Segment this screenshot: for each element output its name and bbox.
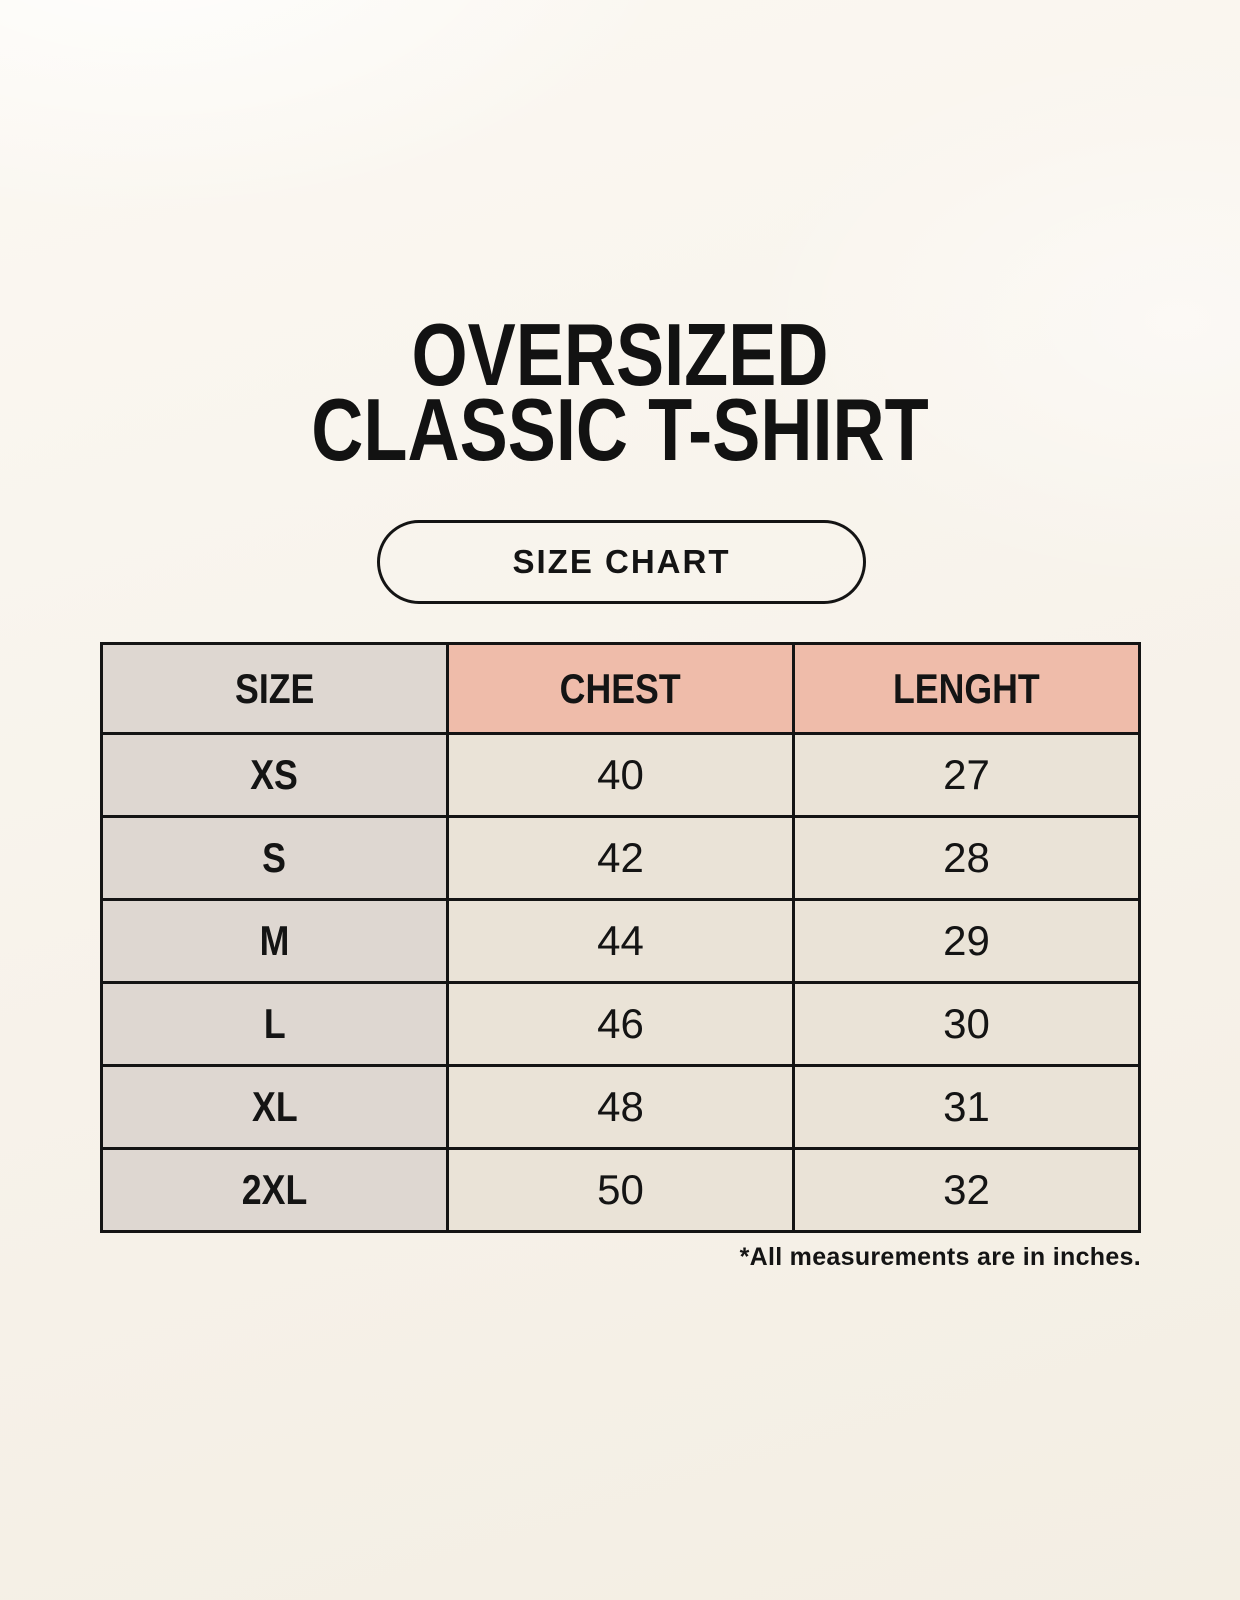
cell-chest: 44 bbox=[446, 898, 795, 984]
length-value: 31 bbox=[943, 1083, 990, 1130]
cell-size: L bbox=[100, 981, 449, 1067]
length-value: 29 bbox=[943, 917, 990, 964]
cell-chest: 46 bbox=[446, 981, 795, 1067]
chest-value: 40 bbox=[597, 751, 644, 798]
header-cell-size: SIZE bbox=[100, 642, 449, 735]
chest-value: 48 bbox=[597, 1083, 644, 1130]
cell-size: 2XL bbox=[100, 1147, 449, 1233]
chest-value: 42 bbox=[597, 834, 644, 881]
length-value: 27 bbox=[943, 751, 990, 798]
cell-size: XL bbox=[100, 1064, 449, 1150]
cell-chest: 40 bbox=[446, 732, 795, 818]
size-value: S bbox=[262, 834, 287, 881]
size-chart-table: SIZE CHEST LENGHT XS 40 27 S 42 28 bbox=[100, 642, 1141, 1233]
cell-chest: 42 bbox=[446, 815, 795, 901]
cell-size: XS bbox=[100, 732, 449, 818]
size-value: M bbox=[259, 917, 290, 964]
chest-value: 50 bbox=[597, 1166, 644, 1213]
cell-length: 27 bbox=[792, 732, 1141, 818]
table-header-row: SIZE CHEST LENGHT bbox=[100, 642, 1141, 735]
chest-value: 46 bbox=[597, 1000, 644, 1047]
cell-length: 31 bbox=[792, 1064, 1141, 1150]
cell-chest: 48 bbox=[446, 1064, 795, 1150]
table-row: L 46 30 bbox=[100, 981, 1141, 1067]
header-cell-chest: CHEST bbox=[446, 642, 795, 735]
size-value: XS bbox=[250, 751, 299, 798]
size-chart-badge-label: SIZE CHART bbox=[512, 543, 731, 580]
header-cell-length: LENGHT bbox=[792, 642, 1141, 735]
size-value: L bbox=[263, 1000, 286, 1047]
product-title: OVERSIZED CLASSIC T-SHIRT bbox=[0, 305, 1240, 479]
product-title-line-1: OVERSIZED bbox=[411, 305, 829, 404]
cell-size: M bbox=[100, 898, 449, 984]
header-label-size: SIZE bbox=[234, 664, 315, 712]
size-chart-table-container: SIZE CHEST LENGHT XS 40 27 S 42 28 bbox=[100, 642, 1141, 1233]
cell-length: 29 bbox=[792, 898, 1141, 984]
measurements-footnote: *All measurements are in inches. bbox=[739, 1243, 1141, 1271]
product-title-line-2: CLASSIC T-SHIRT bbox=[311, 379, 929, 479]
length-value: 30 bbox=[943, 1000, 990, 1047]
length-value: 32 bbox=[943, 1166, 990, 1213]
table-row: XS 40 27 bbox=[100, 732, 1141, 818]
table-row: 2XL 50 32 bbox=[100, 1147, 1141, 1233]
cell-chest: 50 bbox=[446, 1147, 795, 1233]
size-chart-badge: SIZE CHART bbox=[377, 520, 866, 604]
chest-value: 44 bbox=[597, 917, 644, 964]
header-label-chest: CHEST bbox=[559, 664, 681, 712]
cell-length: 28 bbox=[792, 815, 1141, 901]
cell-length: 32 bbox=[792, 1147, 1141, 1233]
header-label-length: LENGHT bbox=[893, 664, 1040, 712]
table-row: S 42 28 bbox=[100, 815, 1141, 901]
table-row: XL 48 31 bbox=[100, 1064, 1141, 1150]
cell-size: S bbox=[100, 815, 449, 901]
size-value: XL bbox=[251, 1083, 298, 1130]
table-row: M 44 29 bbox=[100, 898, 1141, 984]
size-value: 2XL bbox=[241, 1166, 308, 1213]
length-value: 28 bbox=[943, 834, 990, 881]
cell-length: 30 bbox=[792, 981, 1141, 1067]
